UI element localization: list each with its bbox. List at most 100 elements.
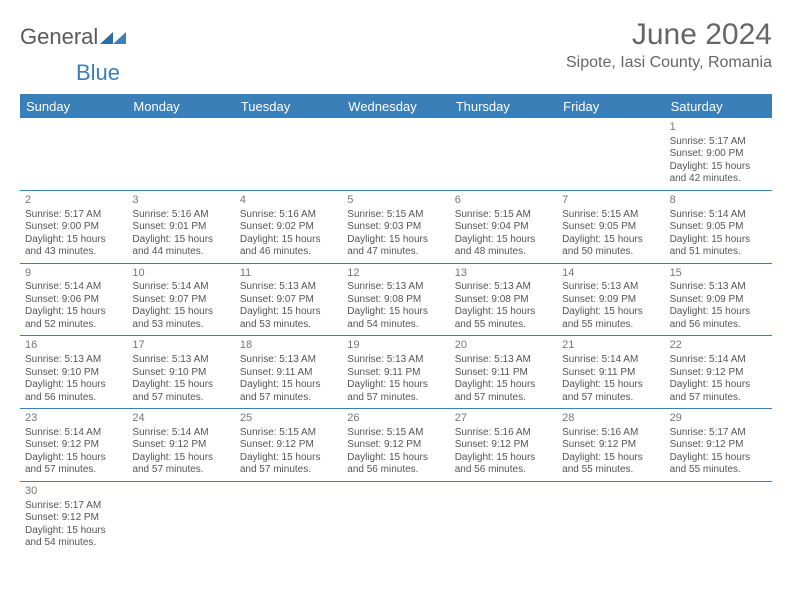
daylight-text: Daylight: 15 hours and 57 minutes. [670,379,767,404]
calendar-cell-empty [557,118,664,191]
calendar-cell: 11Sunrise: 5:13 AMSunset: 9:07 PMDayligh… [235,264,342,337]
day-number: 9 [25,267,122,281]
sunrise-text: Sunrise: 5:14 AM [25,427,122,440]
day-number: 17 [132,339,229,353]
daylight-text: Daylight: 15 hours and 57 minutes. [455,379,552,404]
day-number: 5 [347,194,444,208]
day-header: Thursday [450,95,557,118]
calendar-cell: 3Sunrise: 5:16 AMSunset: 9:01 PMDaylight… [127,191,234,264]
day-number: 11 [240,267,337,281]
sunset-text: Sunset: 9:12 PM [25,512,122,525]
day-number: 25 [240,412,337,426]
calendar-cell: 27Sunrise: 5:16 AMSunset: 9:12 PMDayligh… [450,409,557,482]
sunrise-text: Sunrise: 5:14 AM [562,354,659,367]
day-number: 3 [132,194,229,208]
sunrise-text: Sunrise: 5:13 AM [455,354,552,367]
calendar-cell: 13Sunrise: 5:13 AMSunset: 9:08 PMDayligh… [450,264,557,337]
sunset-text: Sunset: 9:12 PM [670,367,767,380]
daylight-text: Daylight: 15 hours and 57 minutes. [132,452,229,477]
sunrise-text: Sunrise: 5:16 AM [562,427,659,440]
daylight-text: Daylight: 15 hours and 48 minutes. [455,234,552,259]
sunset-text: Sunset: 9:01 PM [132,221,229,234]
calendar-cell: 15Sunrise: 5:13 AMSunset: 9:09 PMDayligh… [665,264,772,337]
page-header: GeneralBlue June 2024 Sipote, Iasi Count… [20,18,772,86]
sunset-text: Sunset: 9:05 PM [670,221,767,234]
daylight-text: Daylight: 15 hours and 55 minutes. [455,306,552,331]
day-number: 2 [25,194,122,208]
calendar-cell-empty [665,482,772,554]
daylight-text: Daylight: 15 hours and 57 minutes. [240,452,337,477]
sunset-text: Sunset: 9:12 PM [132,439,229,452]
sunset-text: Sunset: 9:11 AM [240,367,337,380]
calendar-cell: 30Sunrise: 5:17 AMSunset: 9:12 PMDayligh… [20,482,127,554]
calendar-cell: 6Sunrise: 5:15 AMSunset: 9:04 PMDaylight… [450,191,557,264]
sunrise-text: Sunrise: 5:16 AM [455,427,552,440]
sunrise-text: Sunrise: 5:17 AM [670,427,767,440]
logo-text-general: General [20,24,98,49]
daylight-text: Daylight: 15 hours and 51 minutes. [670,234,767,259]
sunrise-text: Sunrise: 5:14 AM [670,354,767,367]
daylight-text: Daylight: 15 hours and 47 minutes. [347,234,444,259]
calendar-cell: 17Sunrise: 5:13 AMSunset: 9:10 PMDayligh… [127,336,234,409]
calendar-cell: 14Sunrise: 5:13 AMSunset: 9:09 PMDayligh… [557,264,664,337]
location-text: Sipote, Iasi County, Romania [566,54,772,72]
calendar-cell: 22Sunrise: 5:14 AMSunset: 9:12 PMDayligh… [665,336,772,409]
day-number: 19 [347,339,444,353]
sunset-text: Sunset: 9:07 PM [132,294,229,307]
sunset-text: Sunset: 9:09 PM [562,294,659,307]
sunset-text: Sunset: 9:12 PM [562,439,659,452]
logo-text: GeneralBlue [20,24,126,86]
daylight-text: Daylight: 15 hours and 54 minutes. [347,306,444,331]
calendar-body: 1Sunrise: 5:17 AMSunset: 9:00 PMDaylight… [20,118,772,554]
sunset-text: Sunset: 9:04 PM [455,221,552,234]
day-header: Sunday [20,95,127,118]
daylight-text: Daylight: 15 hours and 55 minutes. [670,452,767,477]
daylight-text: Daylight: 15 hours and 53 minutes. [132,306,229,331]
day-number: 18 [240,339,337,353]
day-number: 27 [455,412,552,426]
calendar-cell: 7Sunrise: 5:15 AMSunset: 9:05 PMDaylight… [557,191,664,264]
calendar-cell: 9Sunrise: 5:14 AMSunset: 9:06 PMDaylight… [20,264,127,337]
day-number: 8 [670,194,767,208]
sunset-text: Sunset: 9:00 PM [670,148,767,161]
day-number: 21 [562,339,659,353]
sunset-text: Sunset: 9:10 PM [25,367,122,380]
day-number: 14 [562,267,659,281]
sunset-text: Sunset: 9:11 PM [347,367,444,380]
calendar-cell: 12Sunrise: 5:13 AMSunset: 9:08 PMDayligh… [342,264,449,337]
daylight-text: Daylight: 15 hours and 56 minutes. [347,452,444,477]
calendar-cell-empty [127,482,234,554]
daylight-text: Daylight: 15 hours and 44 minutes. [132,234,229,259]
day-number: 13 [455,267,552,281]
daylight-text: Daylight: 15 hours and 52 minutes. [25,306,122,331]
sunset-text: Sunset: 9:08 PM [455,294,552,307]
daylight-text: Daylight: 15 hours and 57 minutes. [347,379,444,404]
sunrise-text: Sunrise: 5:15 AM [562,209,659,222]
day-number: 23 [25,412,122,426]
calendar-cell: 25Sunrise: 5:15 AMSunset: 9:12 PMDayligh… [235,409,342,482]
calendar-cell-empty [342,118,449,191]
daylight-text: Daylight: 15 hours and 56 minutes. [25,379,122,404]
daylight-text: Daylight: 15 hours and 42 minutes. [670,161,767,186]
sunrise-text: Sunrise: 5:13 AM [670,281,767,294]
calendar-cell-empty [235,118,342,191]
sunrise-text: Sunrise: 5:13 AM [347,354,444,367]
daylight-text: Daylight: 15 hours and 57 minutes. [562,379,659,404]
day-number: 12 [347,267,444,281]
sunrise-text: Sunrise: 5:15 AM [455,209,552,222]
calendar-header-row: SundayMondayTuesdayWednesdayThursdayFrid… [20,94,772,118]
day-number: 10 [132,267,229,281]
sunrise-text: Sunrise: 5:14 AM [132,281,229,294]
calendar-cell: 4Sunrise: 5:16 AMSunset: 9:02 PMDaylight… [235,191,342,264]
sunset-text: Sunset: 9:03 PM [347,221,444,234]
day-number: 15 [670,267,767,281]
day-number: 22 [670,339,767,353]
sunrise-text: Sunrise: 5:13 AM [455,281,552,294]
day-header: Wednesday [342,95,449,118]
day-number: 4 [240,194,337,208]
sunset-text: Sunset: 9:09 PM [670,294,767,307]
sunrise-text: Sunrise: 5:15 AM [240,427,337,440]
day-number: 30 [25,485,122,499]
sunset-text: Sunset: 9:00 PM [25,221,122,234]
day-number: 28 [562,412,659,426]
